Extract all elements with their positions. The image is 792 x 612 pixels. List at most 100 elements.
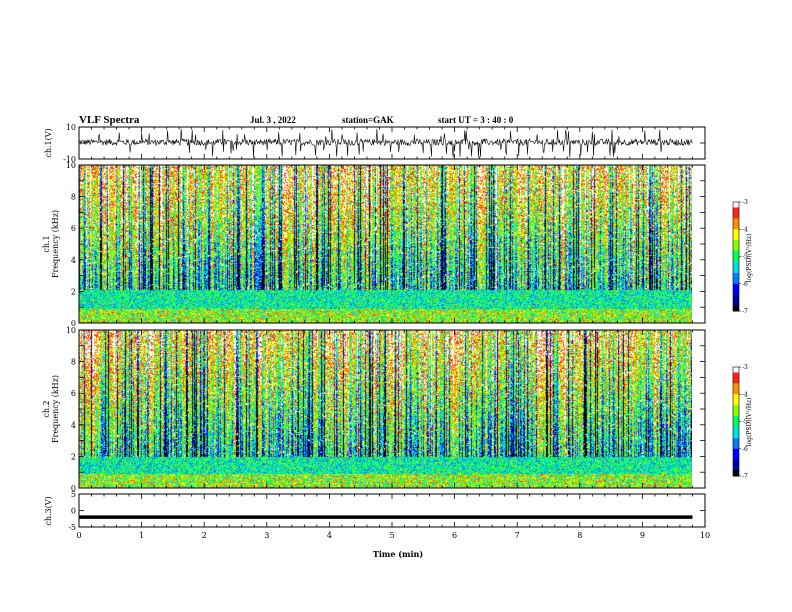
colorbar-swatch	[733, 414, 739, 417]
ch2-spec-ylabel-frequency: Frequency (kHz)	[51, 375, 60, 443]
colorbar-swatch	[733, 234, 739, 238]
colorbar-swatch	[733, 236, 739, 239]
colorbar-swatch	[733, 220, 739, 223]
colorbar-swatch	[733, 394, 739, 397]
colorbar-swatch	[733, 269, 739, 272]
colorbar-swatch	[733, 214, 739, 218]
colorbar-swatch	[733, 218, 739, 221]
x-tick-label: 10	[700, 531, 710, 540]
y-tick-label: 4	[71, 421, 76, 430]
ch1-voltage-trace	[78, 128, 693, 158]
colorbar-tick-label: -3	[742, 199, 748, 206]
x-tick-label: 2	[202, 531, 207, 540]
colorbar-swatch	[733, 221, 739, 225]
colorbar-swatch	[733, 298, 739, 301]
colorbar-swatch	[733, 289, 739, 292]
colorbar-swatch	[733, 241, 739, 245]
colorbar-swatch	[733, 396, 739, 399]
figure-title: VLF Spectra	[79, 114, 140, 126]
colorbar-swatch	[733, 272, 739, 276]
x-tick-label: 0	[76, 531, 81, 540]
colorbar-swatch	[733, 385, 739, 388]
y-tick-label: 8	[71, 358, 76, 367]
colorbar-swatch	[733, 459, 739, 462]
colorbar-swatch	[733, 223, 739, 227]
colorbar-swatch	[733, 426, 739, 430]
colorbar-swatch	[733, 376, 739, 379]
ch2-colorbar-label: log(PSD)(V²/Hz)	[746, 398, 753, 447]
colorbar-swatch	[733, 436, 739, 439]
colorbar-swatch	[733, 283, 739, 287]
colorbar-swatch	[733, 399, 739, 403]
colorbar-swatch	[733, 368, 739, 372]
colorbar-swatch	[733, 307, 739, 310]
colorbar-swatch	[733, 448, 739, 452]
colorbar-swatch	[733, 388, 739, 392]
ch2-colorbar: -3 -4 -5 -6 -7	[732, 364, 748, 480]
ch1-spec-ylabel-channel: ch.1	[42, 235, 51, 252]
colorbar-swatch	[733, 238, 739, 241]
ch2-spec-ylabel-channel: ch.2	[42, 400, 51, 417]
colorbar-swatch	[733, 456, 739, 459]
colorbar-swatch	[733, 379, 739, 383]
colorbar-swatch	[733, 232, 739, 236]
colorbar-swatch	[733, 278, 739, 281]
ch1-wave-ylabel: ch.1(V)	[44, 128, 53, 157]
colorbar-swatch	[733, 386, 739, 390]
colorbar-swatch	[733, 212, 739, 216]
y-tick-label: 2	[71, 287, 76, 296]
date-label: Jul. 3 , 2022	[250, 115, 296, 125]
colorbar-swatch	[733, 454, 739, 457]
colorbar-swatch	[733, 267, 739, 270]
colorbar-swatch	[733, 372, 739, 375]
colorbar-swatch	[733, 403, 739, 406]
y-tick-label: 4	[71, 256, 76, 265]
colorbar-swatch	[733, 252, 739, 256]
colorbar-swatch	[733, 443, 739, 446]
y-tick-label: -10	[63, 155, 76, 164]
colorbar-swatch	[733, 256, 739, 259]
colorbar-swatch	[733, 265, 739, 268]
colorbar-swatch	[733, 405, 739, 408]
y-tick-label: 6	[71, 389, 76, 398]
colorbar-swatch	[733, 245, 739, 248]
start-time-label: start UT = 3 : 40 : 0	[438, 115, 514, 125]
colorbar-swatch	[733, 466, 739, 470]
colorbar-swatch	[733, 258, 739, 261]
y-tick-label: 0	[71, 484, 76, 493]
ch1-spec-ylabel-frequency: Frequency (kHz)	[51, 210, 60, 278]
colorbar-swatch	[733, 428, 739, 432]
colorbar-swatch	[733, 287, 739, 290]
colorbar-swatch	[733, 227, 739, 230]
colorbar-swatch	[733, 247, 739, 250]
x-tick-label: 6	[452, 531, 457, 540]
colorbar-swatch	[733, 211, 739, 214]
colorbar-swatch	[733, 225, 739, 228]
colorbar-tick-label: -5	[742, 254, 748, 261]
colorbar-swatch	[733, 417, 739, 421]
colorbar-swatch	[733, 229, 739, 232]
colorbar-swatch	[733, 434, 739, 437]
y-tick-label: 5	[71, 490, 76, 499]
colorbar-swatch	[733, 280, 739, 283]
colorbar-swatch	[733, 437, 739, 441]
ch1-spectrogram-image	[79, 165, 692, 323]
colorbar-swatch	[733, 408, 739, 412]
colorbar-swatch	[733, 452, 739, 455]
colorbar-tick-label: -3	[742, 364, 748, 371]
colorbar-swatch	[733, 294, 739, 297]
colorbar-swatch	[733, 276, 739, 279]
colorbar-swatch	[733, 291, 739, 294]
colorbar-swatch	[733, 468, 739, 472]
colorbar-swatch	[733, 432, 739, 435]
colorbar-swatch	[733, 450, 739, 453]
colorbar-swatch	[733, 285, 739, 288]
colorbar-tick-label: -5	[742, 419, 748, 426]
x-tick-label: 4	[327, 531, 332, 540]
colorbar-swatch	[733, 301, 739, 305]
colorbar-tick-label: -6	[742, 446, 748, 453]
colorbar-swatch	[733, 461, 739, 464]
colorbar-swatch	[733, 439, 739, 442]
x-tick-label: 9	[640, 531, 645, 540]
